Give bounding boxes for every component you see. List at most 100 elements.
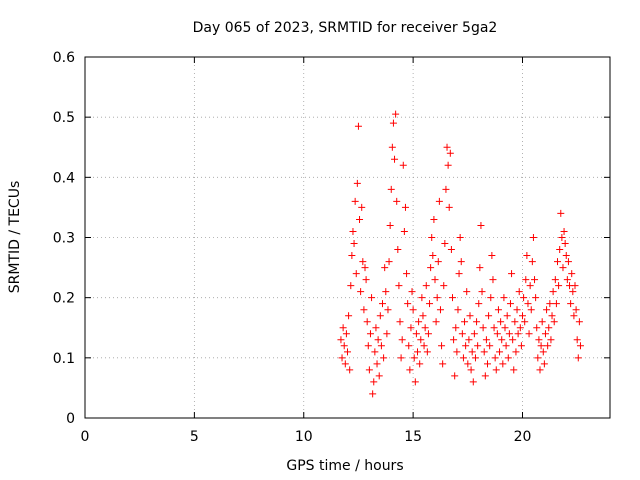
data-point	[547, 336, 555, 344]
data-point	[341, 360, 349, 368]
data-point	[351, 197, 359, 205]
y-axis-label: SRMTID / TECUs	[7, 181, 23, 294]
data-point	[383, 330, 391, 338]
data-point	[572, 306, 580, 314]
data-point	[471, 354, 479, 362]
data-point	[427, 264, 435, 272]
data-point	[418, 294, 426, 302]
data-point	[352, 270, 360, 278]
data-point	[479, 324, 487, 332]
data-point	[404, 300, 412, 308]
data-point	[444, 161, 452, 169]
data-point	[416, 360, 424, 368]
data-point	[443, 143, 451, 151]
data-point	[466, 312, 474, 320]
data-point	[393, 197, 401, 205]
data-point	[535, 336, 543, 344]
data-point	[463, 288, 471, 296]
data-point	[462, 342, 470, 350]
data-point	[400, 227, 408, 235]
data-point	[465, 336, 473, 344]
data-point	[346, 366, 354, 374]
data-point	[537, 342, 545, 350]
data-point	[419, 312, 427, 320]
data-point	[360, 306, 368, 314]
y-tick-label: 0.6	[53, 50, 75, 66]
data-point	[353, 179, 361, 187]
data-point	[344, 348, 351, 356]
data-point	[396, 318, 404, 326]
data-point	[458, 330, 466, 338]
data-point	[337, 336, 345, 344]
data-point	[386, 221, 394, 229]
data-point	[497, 318, 505, 326]
data-point	[502, 342, 510, 350]
data-point	[397, 354, 405, 362]
data-point	[540, 360, 548, 368]
chart-title: Day 065 of 2023, SRMTID for receiver 5ga…	[193, 20, 498, 36]
data-point	[368, 294, 376, 302]
data-point	[376, 312, 384, 320]
data-point	[384, 306, 392, 314]
data-point	[388, 143, 396, 151]
data-point	[548, 312, 556, 320]
data-point	[520, 294, 528, 302]
data-point	[478, 288, 486, 296]
data-point	[365, 366, 373, 374]
data-point	[342, 330, 350, 338]
data-point	[571, 282, 579, 290]
data-point	[398, 336, 406, 344]
data-point	[430, 215, 438, 223]
data-point	[354, 122, 362, 130]
data-point	[528, 258, 536, 266]
data-point	[560, 227, 568, 235]
data-point	[554, 258, 561, 266]
data-point	[475, 300, 483, 308]
data-points	[337, 110, 584, 398]
data-point	[499, 360, 507, 368]
data-point	[569, 288, 577, 296]
data-point	[500, 294, 508, 302]
data-point	[423, 348, 431, 356]
data-point	[536, 366, 544, 374]
data-point	[524, 300, 532, 308]
data-point	[486, 342, 494, 350]
data-point	[391, 155, 399, 163]
data-point	[503, 312, 511, 320]
y-tick-label: 0	[66, 411, 75, 427]
data-point	[574, 354, 582, 362]
data-point	[563, 276, 571, 284]
data-point	[538, 318, 546, 326]
data-point	[481, 372, 489, 380]
data-point	[573, 336, 581, 344]
data-point	[531, 276, 539, 284]
data-point	[467, 366, 475, 374]
data-point	[474, 342, 482, 350]
axis-ticks: 0 0.1 0.2 0.3 0.4 0.5 0.6 0 5 10 15 20	[53, 50, 610, 445]
data-point	[387, 185, 395, 193]
data-point	[417, 336, 425, 344]
data-point	[356, 215, 364, 223]
data-point	[522, 276, 530, 284]
data-point	[521, 318, 529, 326]
data-point	[534, 354, 542, 362]
y-tick-label: 0.1	[53, 351, 75, 367]
data-point	[405, 342, 413, 350]
data-point	[422, 282, 430, 290]
data-point	[525, 330, 533, 338]
data-point	[568, 270, 576, 278]
data-point	[394, 246, 402, 254]
data-point	[409, 306, 417, 314]
data-point	[456, 234, 464, 241]
data-point	[512, 348, 520, 356]
data-point	[349, 227, 357, 235]
data-point	[451, 372, 459, 380]
data-point	[339, 324, 347, 332]
data-point	[552, 300, 560, 308]
data-point	[564, 258, 572, 266]
data-point	[517, 342, 525, 350]
data-point	[432, 318, 440, 326]
data-point	[370, 378, 378, 386]
data-point	[372, 324, 380, 332]
data-point	[440, 282, 448, 290]
